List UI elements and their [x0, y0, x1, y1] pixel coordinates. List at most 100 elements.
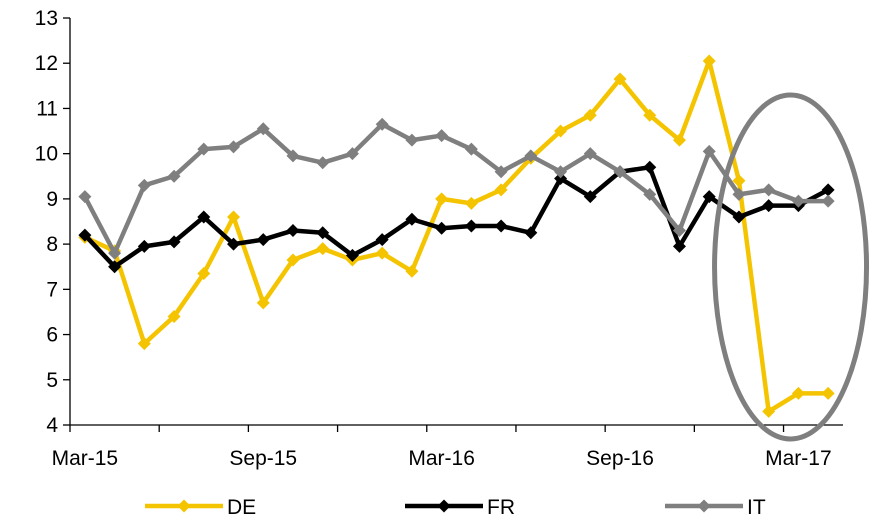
data-point-it-oct-16 — [643, 187, 657, 201]
data-point-it-jun-15 — [167, 169, 181, 183]
data-point-it-jul-15 — [197, 142, 211, 156]
data-point-it-jul-16 — [554, 165, 568, 179]
data-point-it-jan-16 — [375, 117, 389, 131]
highlight-layer — [712, 92, 870, 442]
data-point-fr-jun-15 — [167, 235, 181, 249]
data-point-de-nov-16 — [672, 133, 686, 147]
data-point-de-apr-17 — [821, 386, 835, 400]
series-fr — [78, 160, 835, 274]
data-point-it-aug-16 — [583, 147, 597, 161]
y-tick-label-6: 6 — [46, 324, 58, 347]
data-point-it-dec-16 — [702, 144, 716, 158]
series-line-de — [83, 58, 829, 414]
y-tick-label-12: 12 — [35, 52, 58, 75]
data-point-fr-jun-16 — [524, 226, 538, 240]
data-point-de-aug-15 — [227, 210, 241, 224]
data-point-fr-dec-15 — [345, 248, 359, 262]
data-point-de-may-16 — [494, 183, 508, 197]
y-tick-label-13: 13 — [35, 7, 58, 30]
data-point-fr-sep-15 — [256, 233, 270, 247]
data-point-de-jul-16 — [554, 124, 568, 138]
series-de — [78, 54, 835, 418]
data-point-de-jun-15 — [167, 309, 181, 323]
data-point-de-may-15 — [137, 337, 151, 351]
data-point-it-sep-16 — [613, 165, 627, 179]
data-point-fr-apr-16 — [464, 219, 478, 233]
y-tick-label-10: 10 — [35, 143, 58, 166]
legend-label-fr: FR — [487, 496, 515, 519]
data-point-de-oct-16 — [643, 108, 657, 122]
data-point-fr-jul-16 — [554, 172, 568, 186]
legend-marker-de — [177, 499, 191, 513]
data-point-fr-apr-15 — [108, 260, 122, 274]
data-point-fr-mar-16 — [435, 221, 449, 235]
series-it — [78, 117, 835, 260]
data-point-fr-may-15 — [137, 239, 151, 253]
data-point-de-jul-15 — [197, 267, 211, 281]
data-point-fr-may-16 — [494, 219, 508, 233]
x-tick-label-mar-16: Mar-16 — [408, 447, 475, 470]
data-point-it-apr-15 — [108, 246, 122, 260]
data-point-it-feb-16 — [405, 133, 419, 147]
data-point-fr-jan-16 — [375, 233, 389, 247]
y-tick-label-9: 9 — [46, 188, 58, 211]
data-point-it-mar-15 — [78, 190, 92, 204]
data-point-it-sep-15 — [256, 122, 270, 136]
data-point-de-jan-17 — [732, 174, 746, 188]
data-point-fr-jan-17 — [732, 210, 746, 224]
x-tick-label-mar-17: Mar-17 — [765, 447, 832, 470]
data-point-fr-aug-16 — [583, 190, 597, 204]
data-point-de-aug-16 — [583, 108, 597, 122]
legend-item-de: DE — [145, 496, 256, 519]
data-point-de-apr-16 — [464, 196, 478, 210]
data-point-fr-feb-16 — [405, 212, 419, 226]
data-point-de-nov-15 — [316, 242, 330, 256]
data-point-de-feb-17 — [762, 404, 776, 418]
y-tick-label-11: 11 — [36, 97, 58, 120]
data-point-fr-jul-15 — [197, 210, 211, 224]
data-point-fr-oct-16 — [643, 160, 657, 174]
data-point-de-mar-17 — [791, 386, 805, 400]
data-point-it-oct-15 — [286, 149, 300, 163]
legend-marker-it — [697, 499, 711, 513]
data-point-it-nov-15 — [316, 156, 330, 170]
data-point-it-jun-16 — [524, 149, 538, 163]
data-point-it-mar-16 — [435, 129, 449, 143]
data-point-it-jan-17 — [732, 187, 746, 201]
legend: DE FR IT — [145, 496, 766, 519]
data-point-de-oct-15 — [286, 253, 300, 267]
data-point-it-feb-17 — [762, 183, 776, 197]
data-point-it-may-16 — [494, 165, 508, 179]
data-point-de-jan-16 — [375, 246, 389, 260]
data-point-de-dec-16 — [702, 54, 716, 68]
data-point-it-apr-16 — [464, 142, 478, 156]
x-tick-label-sep-15: Sep-15 — [229, 447, 297, 470]
legend-item-fr: FR — [405, 496, 515, 519]
series-layer — [78, 54, 835, 418]
data-point-fr-mar-15 — [78, 228, 92, 242]
data-point-de-sep-16 — [613, 72, 627, 86]
data-point-it-may-15 — [137, 178, 151, 192]
data-point-it-dec-15 — [345, 147, 359, 161]
data-point-fr-oct-15 — [286, 224, 300, 238]
legend-marker-fr — [437, 499, 451, 513]
x-tick-label-mar-15: Mar-15 — [52, 447, 119, 470]
data-point-fr-nov-16 — [672, 239, 686, 253]
data-point-fr-apr-17 — [821, 183, 835, 197]
data-point-fr-feb-17 — [762, 199, 776, 213]
legend-item-it: IT — [665, 496, 766, 519]
x-tick-label-sep-16: Sep-16 — [586, 447, 654, 470]
data-point-de-feb-16 — [405, 264, 419, 278]
axes: 4 5 6 7 8 9 10 11 12 13 Mar-15 Sep-15 Mar-16 Sep-16 Ma… — [35, 7, 843, 470]
legend-label-it: IT — [747, 496, 766, 519]
data-point-de-mar-16 — [435, 192, 449, 206]
data-point-de-sep-15 — [256, 296, 270, 310]
data-point-it-mar-17 — [791, 194, 805, 208]
y-tick-label-7: 7 — [46, 278, 58, 301]
y-tick-label-8: 8 — [46, 233, 58, 256]
highlight-ellipse — [712, 92, 870, 442]
data-point-it-aug-15 — [227, 140, 241, 154]
data-point-fr-dec-16 — [702, 190, 716, 204]
series-line-fr — [83, 164, 830, 269]
